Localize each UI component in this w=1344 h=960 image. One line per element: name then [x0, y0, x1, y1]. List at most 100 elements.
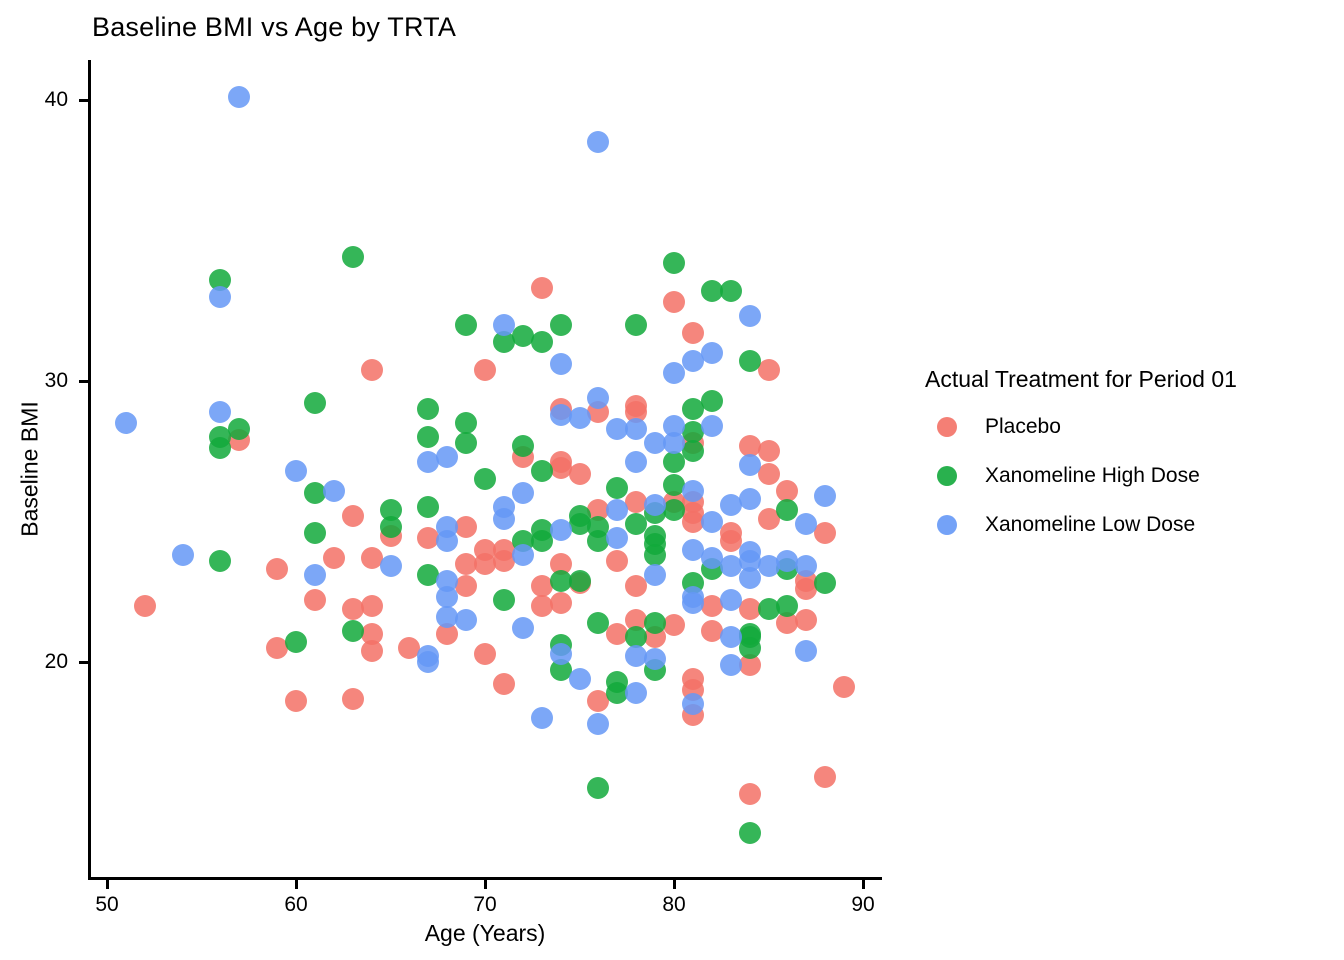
data-point: [266, 558, 289, 581]
data-point: [492, 673, 515, 696]
data-point: [587, 386, 610, 409]
data-point: [511, 325, 534, 348]
data-point: [587, 777, 610, 800]
data-point: [625, 645, 648, 668]
data-point: [341, 687, 364, 710]
data-point: [606, 417, 629, 440]
data-point: [681, 322, 704, 345]
data-point: [549, 642, 572, 665]
data-point: [228, 417, 251, 440]
x-tick: [862, 880, 865, 889]
data-point: [776, 499, 799, 522]
data-point: [436, 586, 459, 609]
data-point: [795, 577, 818, 600]
data-point: [587, 131, 610, 154]
data-point: [738, 305, 761, 328]
data-point: [568, 513, 591, 536]
y-tick-label: 40: [44, 88, 68, 111]
data-point: [757, 358, 780, 381]
data-point: [171, 544, 194, 567]
data-point: [757, 555, 780, 578]
data-point: [492, 313, 515, 336]
data-point: [833, 676, 856, 699]
data-point: [360, 547, 383, 570]
data-point: [549, 552, 572, 575]
data-point: [663, 614, 685, 637]
data-point: [681, 440, 704, 463]
data-point: [549, 313, 572, 336]
data-point: [436, 606, 459, 629]
data-point: [795, 513, 818, 536]
legend-entry: Xanomeline High Dose: [925, 464, 1237, 488]
data-point: [663, 499, 685, 522]
data-point: [776, 611, 799, 634]
data-point: [209, 549, 232, 572]
data-point: [738, 549, 761, 572]
data-point: [814, 766, 837, 789]
data-point: [568, 462, 591, 485]
y-axis-title: Baseline BMI: [16, 401, 43, 537]
legend-label: Xanomeline High Dose: [985, 464, 1200, 487]
data-point: [209, 268, 232, 291]
data-point: [417, 651, 440, 673]
data-point: [474, 552, 496, 575]
data-point: [133, 594, 156, 617]
x-tick-label: 50: [95, 893, 119, 916]
data-point: [738, 636, 761, 659]
legend-label: Placebo: [985, 415, 1061, 438]
data-point: [738, 783, 761, 806]
data-point: [738, 488, 761, 511]
data-point: [663, 251, 685, 274]
legend-entry: Xanomeline Low Dose: [925, 513, 1237, 537]
data-point: [776, 594, 799, 617]
data-point: [436, 445, 459, 468]
data-point: [757, 462, 780, 485]
data-point: [644, 493, 667, 516]
data-point: [700, 594, 723, 617]
data-point: [455, 552, 478, 575]
y-tick: [79, 661, 88, 664]
data-point: [757, 440, 780, 463]
data-point: [663, 361, 685, 384]
data-point: [814, 572, 837, 595]
data-point: [738, 454, 761, 477]
data-point: [417, 563, 440, 586]
data-point: [379, 499, 402, 522]
data-point: [379, 555, 402, 578]
data-point: [228, 86, 251, 109]
data-point: [530, 277, 553, 300]
data-point: [436, 622, 459, 645]
data-point: [322, 479, 345, 502]
data-point: [700, 414, 723, 437]
data-point: [625, 608, 648, 631]
data-point: [625, 490, 648, 513]
legend-title: Actual Treatment for Period 01: [925, 366, 1237, 392]
data-point: [719, 589, 742, 612]
data-point: [644, 563, 667, 586]
data-point: [511, 434, 534, 457]
data-point: [663, 291, 685, 314]
legend: Actual Treatment for Period 01 Placebo Xa…: [925, 366, 1237, 562]
data-point: [530, 459, 553, 482]
data-point: [795, 555, 818, 578]
data-point: [530, 594, 553, 617]
data-point: [417, 426, 440, 449]
legend-swatch-icon: [937, 466, 957, 486]
data-point: [625, 313, 648, 336]
x-tick-label: 80: [662, 893, 686, 916]
data-point: [455, 412, 478, 435]
data-point: [644, 648, 667, 671]
data-point: [625, 451, 648, 474]
data-point: [549, 591, 572, 614]
data-point: [776, 479, 799, 502]
data-point: [285, 631, 307, 654]
data-point: [719, 280, 742, 303]
data-point: [549, 403, 572, 426]
data-point: [455, 431, 478, 454]
data-point: [455, 516, 478, 539]
data-point: [625, 681, 648, 704]
data-point: [341, 504, 364, 527]
data-point: [606, 476, 629, 499]
data-point: [360, 594, 383, 617]
data-point: [606, 681, 629, 704]
